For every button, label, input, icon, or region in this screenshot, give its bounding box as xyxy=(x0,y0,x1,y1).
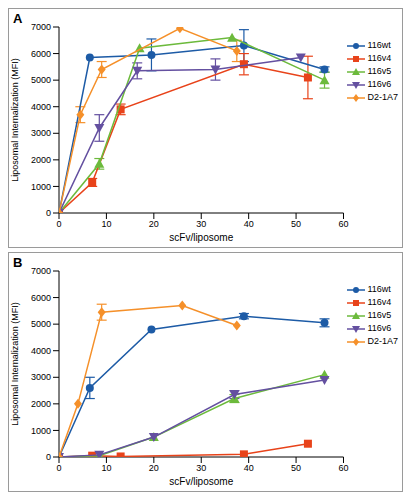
svg-text:20: 20 xyxy=(149,219,159,229)
html-text:116v4: 116v4 xyxy=(367,53,392,63)
svg-text:0: 0 xyxy=(46,452,51,462)
svg-text:scFv/liposome: scFv/liposome xyxy=(169,232,233,243)
html-text:A: A xyxy=(13,11,23,26)
html-text:116wt: 116wt xyxy=(367,40,391,50)
html-text:116v6: 116v6 xyxy=(367,323,392,333)
svg-text:50: 50 xyxy=(291,219,301,229)
svg-text:Liposomal Internalization (MFI: Liposomal Internalization (MFI) xyxy=(10,58,20,182)
svg-text:2000: 2000 xyxy=(31,155,51,165)
svg-text:30: 30 xyxy=(196,219,206,229)
svg-text:40: 40 xyxy=(244,219,254,229)
svg-text:3000: 3000 xyxy=(31,372,51,382)
svg-text:10: 10 xyxy=(101,219,111,229)
svg-text:5000: 5000 xyxy=(31,319,51,329)
svg-text:60: 60 xyxy=(338,219,348,229)
svg-text:0: 0 xyxy=(56,463,61,473)
html-text:116v4: 116v4 xyxy=(367,297,392,307)
svg-text:scFv/liposome: scFv/liposome xyxy=(169,476,233,487)
html-text:D2-1A7: D2-1A7 xyxy=(367,336,398,346)
svg-text:60: 60 xyxy=(338,463,348,473)
html-text:116v5: 116v5 xyxy=(367,66,392,76)
svg-text:4000: 4000 xyxy=(31,102,51,112)
svg-text:10: 10 xyxy=(101,463,111,473)
svg-text:0: 0 xyxy=(46,208,51,218)
html-text:116v6: 116v6 xyxy=(367,79,392,89)
svg-text:6000: 6000 xyxy=(31,293,51,303)
svg-text:5000: 5000 xyxy=(31,75,51,85)
html-text:D2-1A7: D2-1A7 xyxy=(367,92,398,102)
svg-text:1000: 1000 xyxy=(31,182,51,192)
html-text:B: B xyxy=(13,255,23,270)
svg-text:50: 50 xyxy=(291,463,301,473)
svg-text:20: 20 xyxy=(149,463,159,473)
html-text:116wt: 116wt xyxy=(367,284,391,294)
svg-text:Liposomal Internalization (MFI: Liposomal Internalization (MFI) xyxy=(10,302,20,426)
svg-text:30: 30 xyxy=(196,463,206,473)
svg-text:7000: 7000 xyxy=(31,266,51,276)
svg-text:0: 0 xyxy=(56,219,61,229)
html-text:116v5: 116v5 xyxy=(367,310,392,320)
svg-text:40: 40 xyxy=(244,463,254,473)
svg-text:2000: 2000 xyxy=(31,399,51,409)
svg-text:4000: 4000 xyxy=(31,346,51,356)
svg-text:7000: 7000 xyxy=(31,22,51,32)
svg-text:6000: 6000 xyxy=(31,49,51,59)
svg-text:1000: 1000 xyxy=(31,426,51,436)
svg-text:3000: 3000 xyxy=(31,128,51,138)
